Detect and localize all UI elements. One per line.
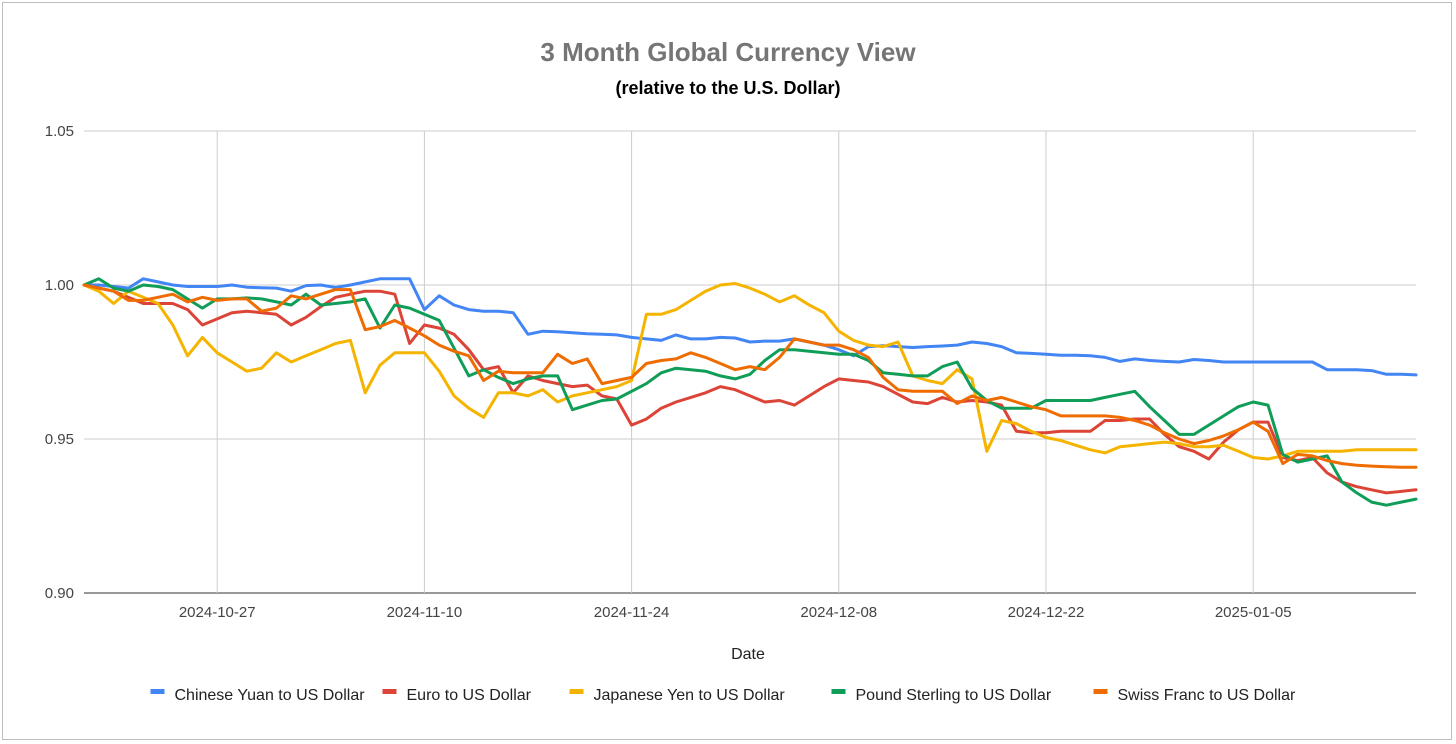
- y-tick-label: 0.90: [45, 585, 74, 602]
- y-axis-ticks: 0.90 0.95 1.00 1.05: [45, 123, 74, 602]
- legend-label: Euro to US Dollar: [407, 687, 532, 704]
- legend: Chinese Yuan to US Dollar Euro to US Doll…: [150, 687, 1296, 704]
- legend-label: Swiss Franc to US Dollar: [1118, 687, 1296, 704]
- x-tick-label: 2024-12-08: [800, 604, 877, 621]
- y-tick-label: 1.05: [45, 123, 74, 140]
- chart-subtitle: (relative to the U.S. Dollar): [615, 78, 840, 98]
- series-line-japanese-yen-to-us-dollar: [82, 282, 1418, 461]
- x-tick-label: 2025-01-05: [1215, 604, 1292, 621]
- legend-swatch: [382, 689, 397, 694]
- x-tick-label: 2024-11-10: [387, 604, 463, 621]
- legend-swatch: [1093, 689, 1108, 694]
- series-line-swiss-franc-to-us-dollar: [82, 283, 1418, 469]
- series-line-chinese-yuan-to-us-dollar: [82, 277, 1418, 377]
- x-axis-ticks: 2024-10-27 2024-11-10 2024-11-24 2024-12-08…: [179, 604, 1292, 621]
- series-line-euro-to-us-dollar: [82, 283, 1418, 495]
- x-tick-label: 2024-10-27: [179, 604, 256, 621]
- y-tick-label: 0.95: [45, 431, 74, 448]
- chart-title: 3 Month Global Currency View: [540, 37, 916, 67]
- x-axis-label: Date: [731, 646, 765, 663]
- legend-swatch: [831, 689, 846, 694]
- series-line-pound-sterling-to-us-dollar: [82, 277, 1418, 507]
- legend-label: Pound Sterling to US Dollar: [856, 687, 1052, 704]
- legend-swatch: [569, 689, 584, 694]
- series-lines: [82, 277, 1418, 507]
- x-tick-label: 2024-12-22: [1008, 604, 1085, 621]
- legend-label: Japanese Yen to US Dollar: [594, 687, 786, 704]
- legend-label: Chinese Yuan to US Dollar: [175, 687, 366, 704]
- y-tick-label: 1.00: [45, 277, 74, 294]
- x-tick-label: 2024-11-24: [594, 604, 670, 621]
- legend-swatch: [150, 689, 165, 694]
